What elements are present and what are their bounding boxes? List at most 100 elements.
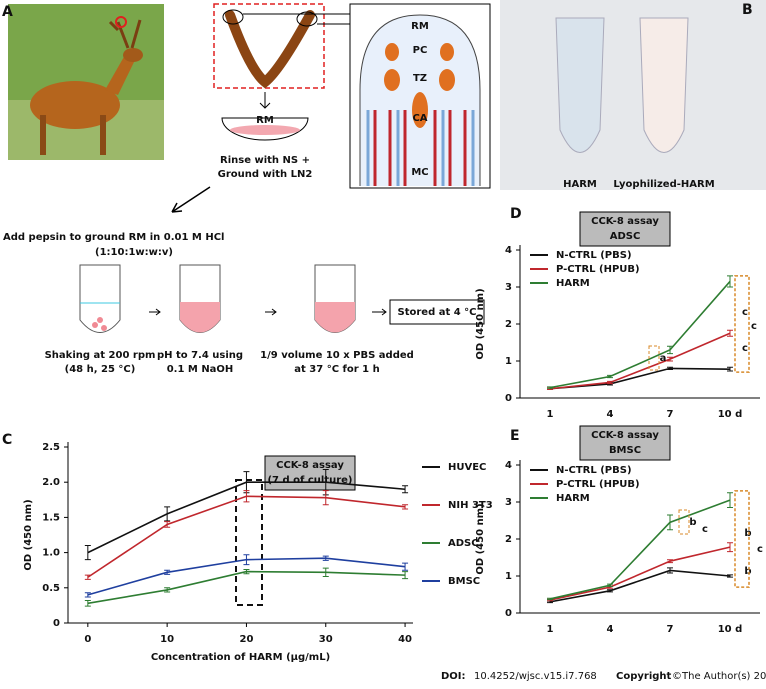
chart-title: CCK-8 assay: [591, 430, 659, 441]
error-bar: [164, 569, 171, 575]
panel-label: C: [2, 432, 12, 448]
step-text: 0.1 M NaOH: [167, 364, 234, 375]
error-bar: [667, 559, 673, 564]
x-tick-label: 10 d: [718, 624, 743, 635]
series-line: [549, 569, 731, 603]
error-bar: [243, 568, 250, 575]
x-tick-label: 10 d: [718, 409, 743, 420]
x-tick-label: 1: [547, 409, 554, 420]
y-tick-label: 2.5: [42, 442, 60, 453]
chart-subtitle: BMSC: [609, 445, 641, 456]
y-axis-label: OD (450 nm): [475, 503, 486, 574]
antler-box: [213, 3, 325, 89]
arrow: [171, 186, 211, 213]
error-bar: [667, 514, 673, 531]
y-tick-label: 1: [505, 571, 512, 582]
error-bar: [402, 562, 409, 571]
error-bar: [402, 485, 409, 494]
tube: [639, 17, 689, 153]
arrow: [372, 308, 387, 316]
error-bar: [607, 374, 613, 379]
error-bar: [727, 542, 733, 553]
error-bar: [667, 567, 673, 574]
error-bar: [402, 504, 409, 510]
title-box: [579, 211, 671, 247]
error-bar: [164, 587, 171, 593]
error-bar: [84, 592, 91, 598]
connector: [243, 13, 350, 25]
zone-label: TZ: [413, 73, 427, 84]
capillaries: [373, 110, 467, 186]
antler: [225, 10, 315, 89]
y-tick-label: 4: [505, 245, 512, 256]
tubes-photo: [500, 0, 766, 190]
storage-text: Stored at 4 °C: [398, 307, 477, 318]
storage-box: [389, 299, 485, 325]
cell: [439, 69, 455, 91]
error-bar: [84, 599, 91, 607]
step-text: at 37 °C for 1 h: [294, 364, 379, 375]
doi: 10.4252/wjsc.v15.i7.768: [474, 671, 597, 682]
chart-subtitle: (7 d of culture): [267, 475, 352, 486]
x-tick-label: 40: [398, 634, 412, 645]
title-box: [264, 455, 356, 491]
y-tick-label: 4: [505, 460, 512, 471]
deer-head: [123, 48, 143, 62]
x-tick-label: 4: [607, 624, 614, 635]
error-bar: [667, 345, 673, 355]
liquid: [315, 302, 355, 333]
step-text: (48 h, 25 °C): [65, 364, 136, 375]
error-bar: [84, 574, 91, 580]
error-bar: [243, 554, 250, 566]
y-tick-label: 2: [505, 319, 512, 330]
y-tick-label: 2.0: [42, 477, 60, 488]
error-bar: [607, 380, 613, 385]
step-text: (1:10:1w:w:v): [95, 247, 173, 258]
x-tick-label: 1: [547, 624, 554, 635]
error-bar: [727, 574, 733, 578]
y-tick-label: 1.5: [42, 512, 60, 523]
zone-label: CA: [412, 113, 427, 124]
legend-label: NIH 3T3: [448, 500, 493, 511]
chart-subtitle: ADSC: [610, 231, 641, 242]
x-tick-label: 30: [319, 634, 333, 645]
arrow: [265, 308, 277, 316]
legend-label: P-CTRL (HPUB): [556, 479, 640, 490]
significance-box: [648, 345, 660, 371]
tube-row: [79, 264, 387, 333]
step-text: Shaking at 200 rpm: [45, 350, 156, 361]
copyright: ©The Author(s) 2023.: [672, 671, 766, 682]
arrow: [259, 92, 271, 109]
legend-label: BMSC: [448, 576, 480, 587]
error-bar: [727, 492, 733, 509]
step-text: pH to 7.4 using: [157, 350, 243, 361]
bowl-label: RM: [256, 115, 274, 126]
copyright-label: Copyright: [616, 671, 672, 682]
y-tick-label: 0: [53, 618, 60, 629]
error-bar: [667, 366, 673, 371]
chart-title: CCK-8 assay: [276, 460, 344, 471]
error-bar: [402, 571, 409, 580]
title-box: [579, 425, 671, 461]
highlight-box: [235, 479, 263, 606]
significance-label: c: [742, 343, 748, 354]
legend-label: N-CTRL (PBS): [556, 250, 632, 261]
significance-label: c: [757, 544, 763, 555]
legend-label: P-CTRL (HPUB): [556, 264, 640, 275]
significance-box: [734, 490, 750, 588]
legend-label: HARM: [556, 493, 590, 504]
error-bar: [547, 386, 553, 389]
particle: [92, 322, 98, 328]
y-tick-label: 0.5: [42, 583, 60, 594]
particle: [97, 317, 103, 323]
panel-label: A: [2, 4, 13, 20]
cell: [384, 69, 400, 91]
error-bar: [84, 545, 91, 561]
arrow: [149, 308, 161, 316]
legend-label: HUVEC: [448, 462, 486, 473]
step-text: 1/9 volume 10 x PBS added: [260, 350, 414, 361]
deer-leg: [100, 115, 106, 155]
significance-box: [678, 509, 690, 535]
y-tick-label: 3: [505, 282, 512, 293]
series-line: [87, 570, 406, 605]
